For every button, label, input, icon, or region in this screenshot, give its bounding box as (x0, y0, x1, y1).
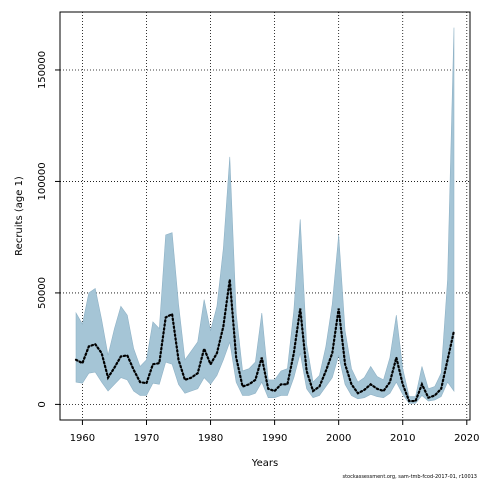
x-axis-ticks: 1960 1970 1980 1990 2000 2010 2020 (70, 420, 480, 444)
estimate-line (74, 279, 456, 403)
x-tick-label-3: 1990 (262, 433, 287, 444)
y-tick-label-2: 100000 (37, 162, 48, 200)
plot-frame (59, 11, 471, 421)
x-tick-label-5: 2010 (390, 433, 415, 444)
x-tick-label-2: 1980 (198, 433, 223, 444)
x-tick-label-6: 2020 (454, 433, 479, 444)
x-axis-title: Years (251, 458, 278, 469)
y-axis-ticks: 0 50000 100000 150000 (37, 51, 60, 408)
estimate-series-line (74, 279, 456, 403)
footer-note: stockassessment.org, sam-tmb-fcod-2017-0… (342, 474, 477, 480)
x-tick-label-0: 1960 (70, 433, 95, 444)
y-tick-label-3: 150000 (37, 51, 48, 89)
y-tick-label-1: 50000 (37, 277, 48, 309)
x-tick-label-1: 1970 (134, 433, 159, 444)
x-tick-label-4: 2000 (326, 433, 351, 444)
y-tick-label-0: 0 (37, 401, 48, 407)
confidence-band (75, 27, 455, 404)
y-axis-title: Recruits (age 1) (14, 176, 25, 256)
confidence-band-area (75, 27, 455, 404)
